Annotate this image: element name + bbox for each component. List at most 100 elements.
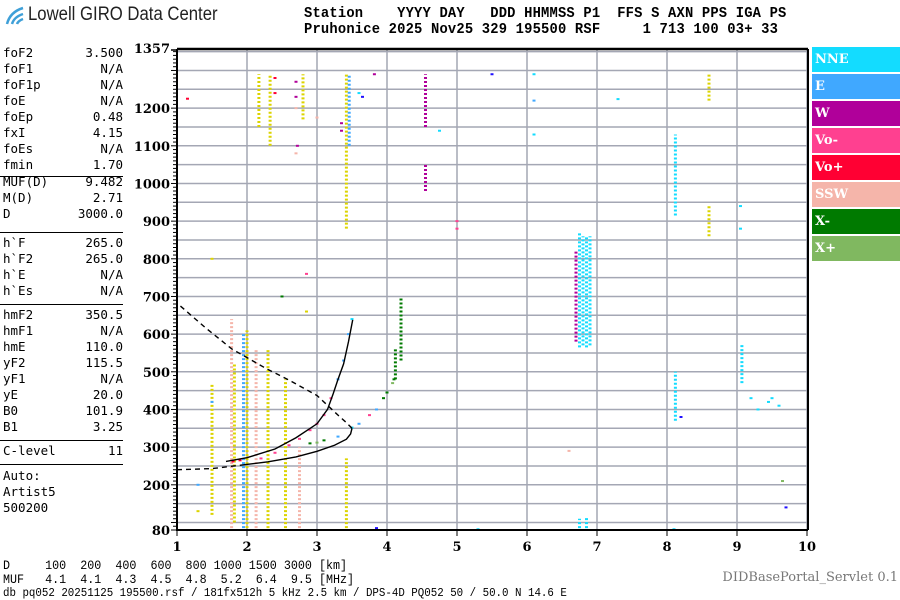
autoscaling-info: Auto: — [3, 468, 41, 483]
echo-point — [340, 129, 343, 132]
param-value: 20.0 — [92, 387, 123, 402]
echo-point — [294, 80, 298, 83]
x-tick-label: 9 — [732, 540, 741, 555]
echo-point — [340, 122, 343, 125]
x-tick-label: 8 — [662, 540, 671, 555]
x-tick-label: 10 — [798, 540, 816, 555]
y-tick-label: 400 — [143, 403, 170, 418]
echo-point — [238, 459, 242, 462]
param-label: foF2 — [3, 45, 34, 60]
echo-point — [391, 382, 395, 385]
param-label: foF1 — [3, 61, 34, 76]
param-label: M(D) — [3, 190, 34, 205]
x-tick-label: 3 — [312, 540, 321, 555]
divider — [0, 232, 123, 233]
echo-point — [273, 451, 277, 454]
param-label: hmF2 — [3, 307, 34, 322]
legend-item-w: W — [812, 101, 900, 126]
echo-point — [259, 457, 263, 460]
y-tick-label: 500 — [143, 366, 170, 381]
autoscaling-info: Artist5 — [3, 484, 56, 499]
y-tick-label: 80 — [152, 524, 170, 539]
x-tick-label: 6 — [522, 540, 531, 555]
echo-point — [679, 416, 683, 419]
echo-point — [305, 310, 308, 313]
divider — [0, 176, 123, 177]
echo-point — [756, 408, 760, 411]
echo-point — [368, 414, 371, 417]
echo-point — [616, 98, 620, 101]
echo-point — [196, 510, 200, 513]
autoscaling-info: 500200 — [3, 500, 49, 515]
echo-point — [294, 95, 298, 98]
logo-text: Lowell GIRO Data Center — [28, 4, 218, 25]
legend-item-ssw: SSW — [812, 182, 900, 207]
echo-point — [739, 227, 742, 230]
param-value: 4.15 — [92, 125, 123, 140]
header-line-2: Pruhonice 2025 Nov25 329 195500 RSF 1 71… — [304, 21, 779, 38]
legend-item-xplus: X+ — [812, 236, 900, 261]
legend-item-e: E — [812, 74, 900, 99]
param-value: N/A — [100, 267, 123, 282]
ionogram-chart: 1357120011001000900800700600500400300200… — [134, 42, 816, 555]
param-row-hes: h`Es N/A — [3, 283, 123, 299]
param-label: MUF(D) — [3, 174, 49, 189]
echo-point — [342, 359, 346, 362]
echo-point — [357, 422, 361, 425]
echo-point — [210, 400, 214, 403]
y-tick-label: 1357 — [134, 42, 170, 57]
param-row-b1: B1 3.25 — [3, 419, 123, 435]
echo-point — [372, 73, 376, 76]
param-label: yF1 — [3, 371, 26, 386]
echo-point — [315, 116, 319, 119]
echo-point — [305, 272, 308, 275]
legend: NNE E W Vo- Vo+ SSW X- X+ — [812, 47, 900, 263]
param-value: 1.70 — [92, 157, 123, 172]
echo-point — [273, 92, 277, 95]
param-value: 0.48 — [92, 109, 123, 124]
echo-point — [739, 205, 742, 208]
param-row-fof2: foF2 3.500 — [3, 45, 123, 61]
param-value: N/A — [100, 323, 123, 338]
x-tick-label: 1 — [172, 540, 181, 555]
echo-point — [280, 295, 284, 298]
param-label: h`E — [3, 267, 26, 282]
y-tick-label: 1100 — [134, 140, 170, 155]
param-value: 350.5 — [85, 307, 123, 322]
param-label: fmin — [3, 157, 34, 172]
param-value: N/A — [100, 141, 123, 156]
param-label: foE — [3, 93, 26, 108]
param-value: 11 — [107, 443, 123, 458]
echo-point — [361, 95, 364, 98]
param-row-foe: foE N/A — [3, 93, 123, 109]
param-label: h`F2 — [3, 251, 34, 266]
param-label: foEp — [3, 109, 34, 124]
echo-point — [350, 318, 354, 321]
legend-item-nne: NNE — [812, 47, 900, 72]
divider — [0, 464, 123, 465]
param-label: h`Es — [3, 283, 34, 298]
footer-info: db pq052 20251125 195500.rsf / 181fx512h… — [3, 586, 567, 600]
echo-point — [357, 92, 361, 95]
param-row-hf: h`F 265.0 — [3, 235, 123, 251]
echo-point — [273, 77, 277, 80]
param-row-hmf1: hmF1 N/A — [3, 323, 123, 339]
y-tick-label: 1200 — [134, 102, 170, 117]
param-label: hmF1 — [3, 323, 34, 338]
echo-point — [532, 99, 536, 102]
echo-point — [315, 441, 319, 444]
param-row-d: D 3000.0 — [3, 206, 123, 222]
param-row-foep: foEp 0.48 — [3, 109, 123, 125]
param-label: fxI — [3, 125, 26, 140]
logo: Lowell GIRO Data Center — [4, 3, 243, 27]
echo-point — [308, 442, 312, 445]
param-label: yE — [3, 387, 19, 402]
echo-point — [382, 397, 385, 400]
muf-value-row: MUF 4.1 4.1 4.3 4.5 4.8 5.2 6.4 9.5 [MHz… — [3, 572, 355, 587]
param-row-b0: B0 101.9 — [3, 403, 123, 419]
param-label: foEs — [3, 141, 34, 156]
profile-extrapolation-curve — [179, 304, 353, 429]
param-value: 265.0 — [85, 251, 123, 266]
profile-curve — [243, 428, 353, 466]
echo-point — [567, 449, 571, 452]
